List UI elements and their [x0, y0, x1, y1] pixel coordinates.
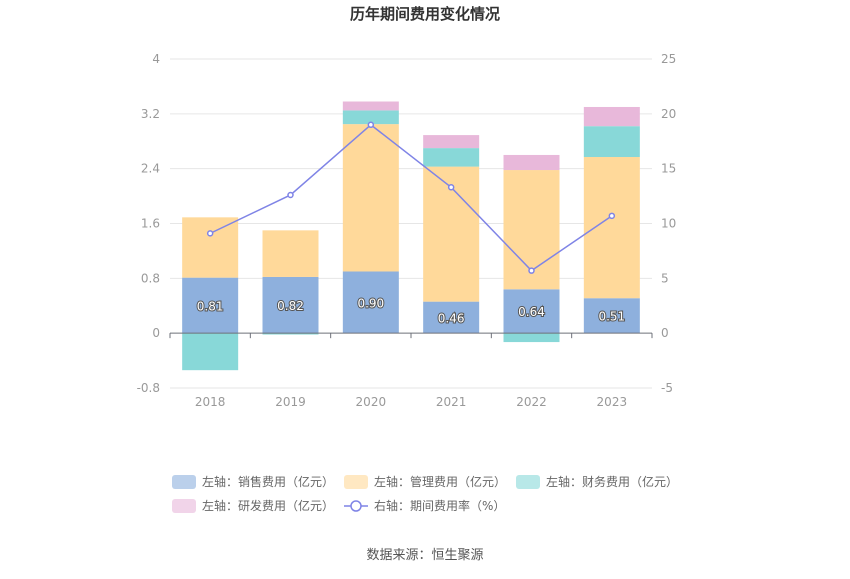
data-label-sales: 0.51 — [598, 310, 625, 324]
legend-swatch-sales — [172, 475, 196, 489]
bars — [182, 101, 640, 371]
bar-rnd-2022 — [503, 154, 560, 171]
right-tick-label: 0 — [661, 326, 669, 340]
legend-swatch-mgmt — [344, 475, 368, 489]
legend-item-mgmt: 左轴：管理费用（亿元） — [344, 474, 506, 489]
grid-lines — [170, 58, 652, 389]
data-label-sales: 0.64 — [518, 305, 545, 319]
point-rate-2018 — [206, 230, 214, 237]
data-label-sales: 0.81 — [197, 299, 224, 313]
left-tick-label: 0 — [152, 326, 160, 340]
right-tick-label: 25 — [661, 52, 676, 66]
chart-title: 历年期间费用变化情况 — [350, 5, 500, 23]
x-tick-label: 2018 — [195, 395, 226, 409]
bar-sales-2023 — [583, 298, 640, 334]
legend-swatch-finance — [516, 475, 540, 489]
point-rate-2022 — [528, 267, 535, 274]
legend-swatch-rnd — [172, 499, 196, 513]
x-tick-label: 2019 — [275, 395, 306, 409]
bar-finance-2022 — [503, 333, 560, 343]
bar-finance-2018 — [182, 333, 239, 371]
bar-mgmt-2018 — [182, 217, 239, 278]
point-rate-2023 — [608, 212, 616, 220]
legend-item-rnd: 左轴：研发费用（亿元） — [172, 498, 334, 513]
right-axis: -5 0 5 10 15 20 25 — [661, 52, 676, 395]
bar-rnd-2023 — [583, 106, 640, 127]
rate-line — [206, 121, 616, 274]
bar-sales-2021 — [423, 301, 480, 334]
left-tick-label: 3.2 — [141, 107, 160, 121]
x-tick-label: 2021 — [436, 395, 467, 409]
legend: 左轴：销售费用（亿元） 左轴：管理费用（亿元） 左轴：财务费用（亿元） 左轴：研发费用… — [172, 474, 678, 513]
legend-label-sales: 左轴：销售费用（亿元） — [202, 474, 334, 489]
legend-label-rnd: 左轴：研发费用（亿元） — [202, 498, 334, 513]
right-tick-label: 5 — [661, 271, 669, 285]
line-rate — [209, 123, 613, 272]
right-tick-label: 10 — [661, 217, 676, 231]
zero-axis-line — [169, 332, 653, 339]
left-tick-label: 4 — [152, 52, 160, 66]
x-tick-label: 2023 — [597, 395, 628, 409]
point-rate-2019 — [287, 191, 294, 199]
right-tick-label: 15 — [661, 162, 676, 176]
left-tick-label: 1.6 — [141, 217, 160, 231]
bar-rnd-2021 — [423, 135, 480, 149]
legend-label-finance: 左轴：财务费用（亿元） — [546, 474, 678, 489]
legend-marker-rate — [350, 500, 362, 512]
bar-finance-2020 — [342, 110, 399, 125]
data-label-sales: 0.46 — [438, 311, 465, 325]
bar-sales-2019 — [262, 276, 319, 334]
legend-label-mgmt: 左轴：管理费用（亿元） — [374, 474, 506, 489]
point-rate-2020 — [367, 121, 375, 129]
bar-sales-2018 — [182, 277, 239, 334]
chart-source: 数据来源：恒生聚源 — [366, 548, 483, 563]
bar-sales-2020 — [342, 271, 399, 334]
bar-mgmt-2023 — [583, 157, 640, 299]
right-tick-label: 20 — [661, 107, 676, 121]
x-axis: 2018 2019 2020 2021 2022 2023 — [195, 395, 627, 409]
left-axis: -0.8 0 0.8 1.6 2.4 3.2 4 — [137, 52, 160, 395]
bar-sales-2022 — [503, 289, 560, 334]
bar-mgmt-2019 — [262, 230, 319, 277]
point-rate-2021 — [447, 184, 455, 191]
bar-rnd-2020 — [342, 101, 399, 111]
bar-finance-2019 — [262, 333, 319, 335]
x-tick-label: 2020 — [356, 395, 387, 409]
data-label-sales: 0.90 — [357, 296, 384, 310]
right-tick-label: -5 — [661, 381, 673, 395]
bar-mgmt-2020 — [342, 124, 399, 272]
bar-finance-2021 — [423, 148, 480, 167]
left-tick-label: -0.8 — [137, 381, 160, 395]
left-tick-label: 0.8 — [141, 271, 160, 285]
legend-item-finance: 左轴：财务费用（亿元） — [516, 474, 678, 489]
legend-item-rate: 右轴：期间费用率（%） — [344, 498, 505, 513]
left-tick-label: 2.4 — [141, 162, 160, 176]
legend-label-rate: 右轴：期间费用率（%） — [374, 498, 505, 513]
x-tick-label: 2022 — [516, 395, 547, 409]
bar-value-labels: 0.81 0.82 0.90 0.46 0.64 0.51 — [196, 295, 626, 326]
legend-item-sales: 左轴：销售费用（亿元） — [172, 474, 334, 489]
data-label-sales: 0.82 — [277, 299, 304, 313]
bar-finance-2023 — [583, 126, 640, 158]
